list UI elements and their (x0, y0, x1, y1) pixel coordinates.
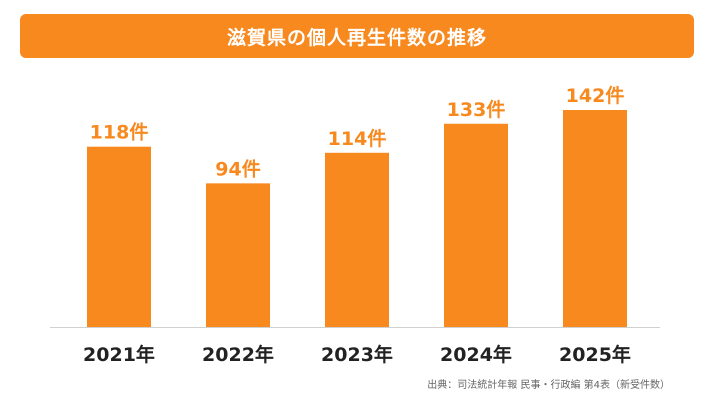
chart-title: 滋賀県の個人再生件数の推移 (226, 26, 487, 49)
data-label-3: 133件 (447, 98, 506, 121)
bar-0 (87, 146, 151, 327)
data-label-0: 118件 (90, 121, 149, 144)
bar-3 (444, 123, 508, 327)
data-label-2: 114件 (328, 127, 387, 150)
data-label-1: 94件 (215, 157, 260, 180)
x-tick-label-0: 2021年 (83, 343, 155, 366)
bar-2 (325, 152, 389, 327)
x-tick-label-1: 2022年 (202, 343, 274, 366)
chart-title-banner: 滋賀県の個人再生件数の推移 (20, 14, 694, 58)
bar-1 (206, 183, 270, 327)
source-note: 出典：司法統計年報 民事・行政編 第4表（新受件数） (427, 380, 670, 391)
data-label-4: 142件 (566, 84, 625, 107)
x-tick-label-4: 2025年 (559, 343, 631, 366)
x-tick-label-2: 2023年 (321, 343, 393, 366)
bar-4 (563, 110, 627, 327)
x-tick-label-3: 2024年 (440, 343, 512, 366)
